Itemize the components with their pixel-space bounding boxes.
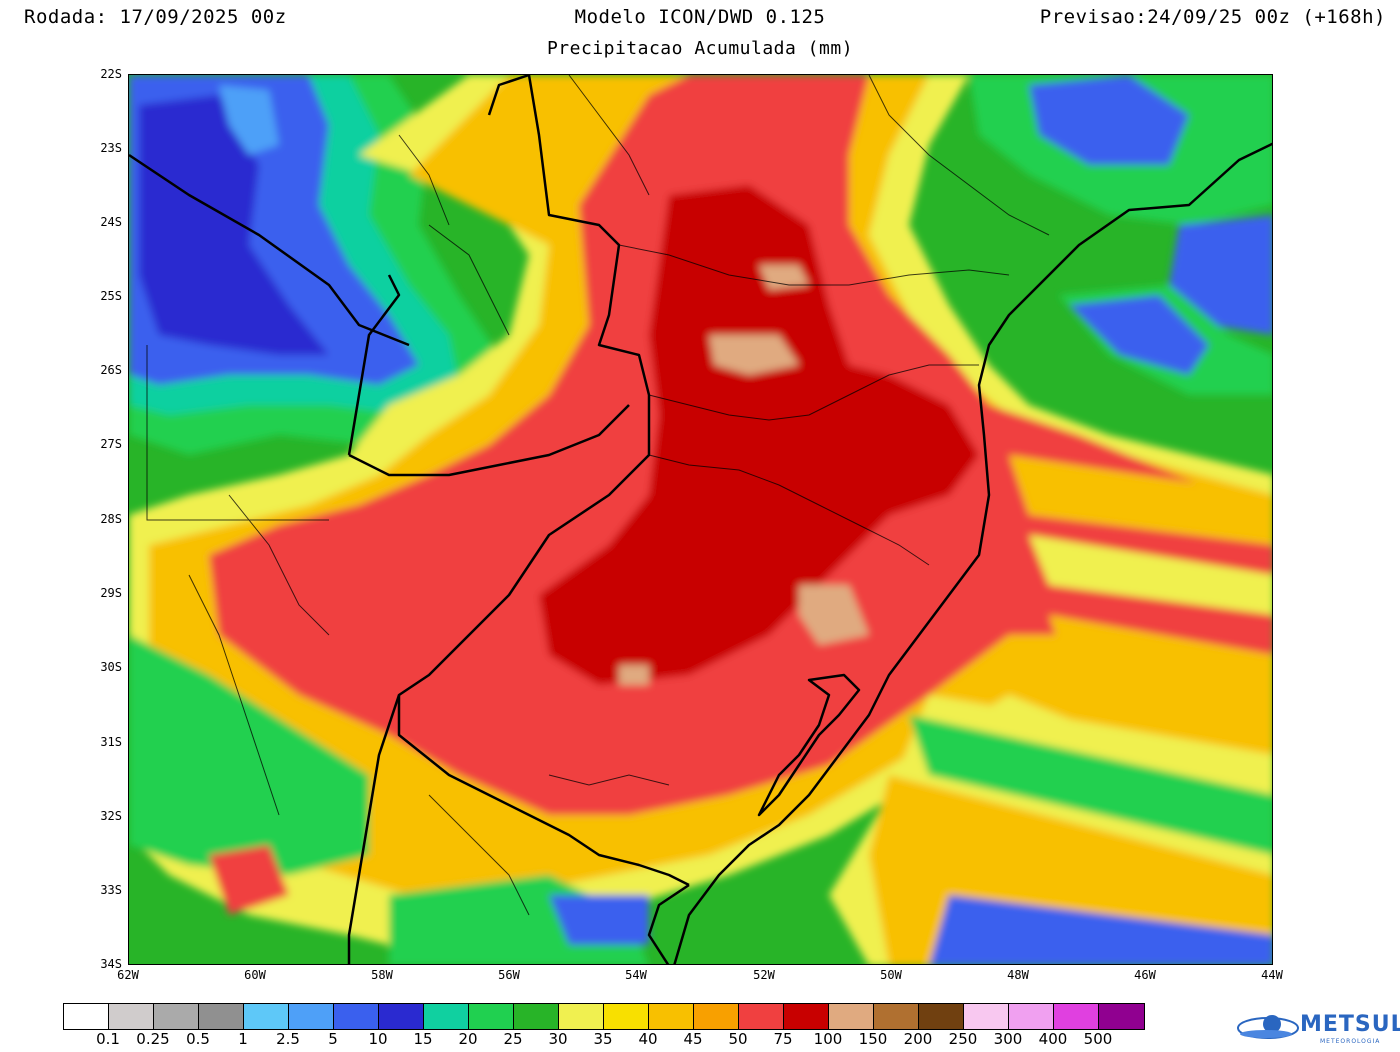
legend-swatch [154,1004,199,1029]
lat-label: 33S [100,883,122,897]
legend-label: 1 [238,1030,248,1048]
color-scale-legend [63,1003,1145,1030]
lat-label: 28S [100,512,122,526]
legend-label: 30 [548,1030,568,1048]
lat-label: 22S [100,67,122,81]
legend-label: 5 [328,1030,338,1048]
precipitation-map [128,74,1273,965]
lon-label: 50W [880,968,902,982]
legend-label: 250 [948,1030,978,1048]
logo-name: METSUL [1300,1012,1400,1037]
legend-swatch [424,1004,469,1029]
legend-label: 150 [858,1030,888,1048]
lon-label: 60W [244,968,266,982]
legend-swatch [829,1004,874,1029]
legend-label: 45 [683,1030,703,1048]
lat-label: 31S [100,735,122,749]
legend-label: 400 [1038,1030,1068,1048]
legend-swatch [334,1004,379,1029]
legend-label: 0.5 [186,1030,210,1048]
legend-label: 40 [638,1030,658,1048]
legend-label: 50 [728,1030,748,1048]
lon-label: 54W [625,968,647,982]
lat-label: 23S [100,141,122,155]
legend-swatch [919,1004,964,1029]
legend-swatch [964,1004,1009,1029]
lon-label: 46W [1134,968,1156,982]
lat-label: 34S [100,957,122,971]
lat-label: 27S [100,437,122,451]
lat-label: 29S [100,586,122,600]
legend-swatch [559,1004,604,1029]
legend-swatch [514,1004,559,1029]
lat-label: 26S [100,363,122,377]
legend-label: 0.25 [136,1030,170,1048]
lat-label: 25S [100,289,122,303]
lon-label: 62W [117,968,139,982]
legend-label: 15 [413,1030,433,1048]
logo-subtitle: METEOROLOGIA [1320,1038,1381,1045]
legend-label: 100 [813,1030,843,1048]
lon-label: 48W [1007,968,1029,982]
lat-label: 30S [100,660,122,674]
legend-label: 0.1 [96,1030,120,1048]
legend-label: 300 [993,1030,1023,1048]
lat-label: 32S [100,809,122,823]
metsul-logo-icon [1237,1015,1299,1039]
legend-label: 20 [458,1030,478,1048]
legend-label: 500 [1083,1030,1113,1048]
legend-label: 25 [503,1030,523,1048]
legend-swatch [289,1004,334,1029]
legend-swatch [379,1004,424,1029]
legend-swatch [64,1004,109,1029]
legend-swatch [694,1004,739,1029]
legend-swatch [1054,1004,1099,1029]
legend-swatch [244,1004,289,1029]
legend-label: 35 [593,1030,613,1048]
legend-swatch [1099,1004,1144,1029]
map-subtitle: Precipitacao Acumulada (mm) [546,38,854,59]
legend-label: 75 [773,1030,793,1048]
legend-swatch [199,1004,244,1029]
legend-label: 200 [903,1030,933,1048]
legend-swatch [469,1004,514,1029]
lon-label: 52W [753,968,775,982]
lon-label: 44W [1261,968,1283,982]
legend-label: 2.5 [276,1030,300,1048]
run-date: Rodada: 17/09/2025 00z [24,6,287,28]
lat-label: 24S [100,215,122,229]
forecast-time: Previsao:24/09/25 00z (+168h) [1039,6,1386,28]
legend-swatch [1009,1004,1054,1029]
legend-swatch [109,1004,154,1029]
model-name: Modelo ICON/DWD 0.125 [574,6,826,28]
lon-label: 56W [498,968,520,982]
legend-swatch [649,1004,694,1029]
legend-swatch [874,1004,919,1029]
lon-label: 58W [371,968,393,982]
legend-swatch [784,1004,829,1029]
legend-label: 10 [368,1030,388,1048]
legend-swatch [604,1004,649,1029]
legend-swatch [739,1004,784,1029]
